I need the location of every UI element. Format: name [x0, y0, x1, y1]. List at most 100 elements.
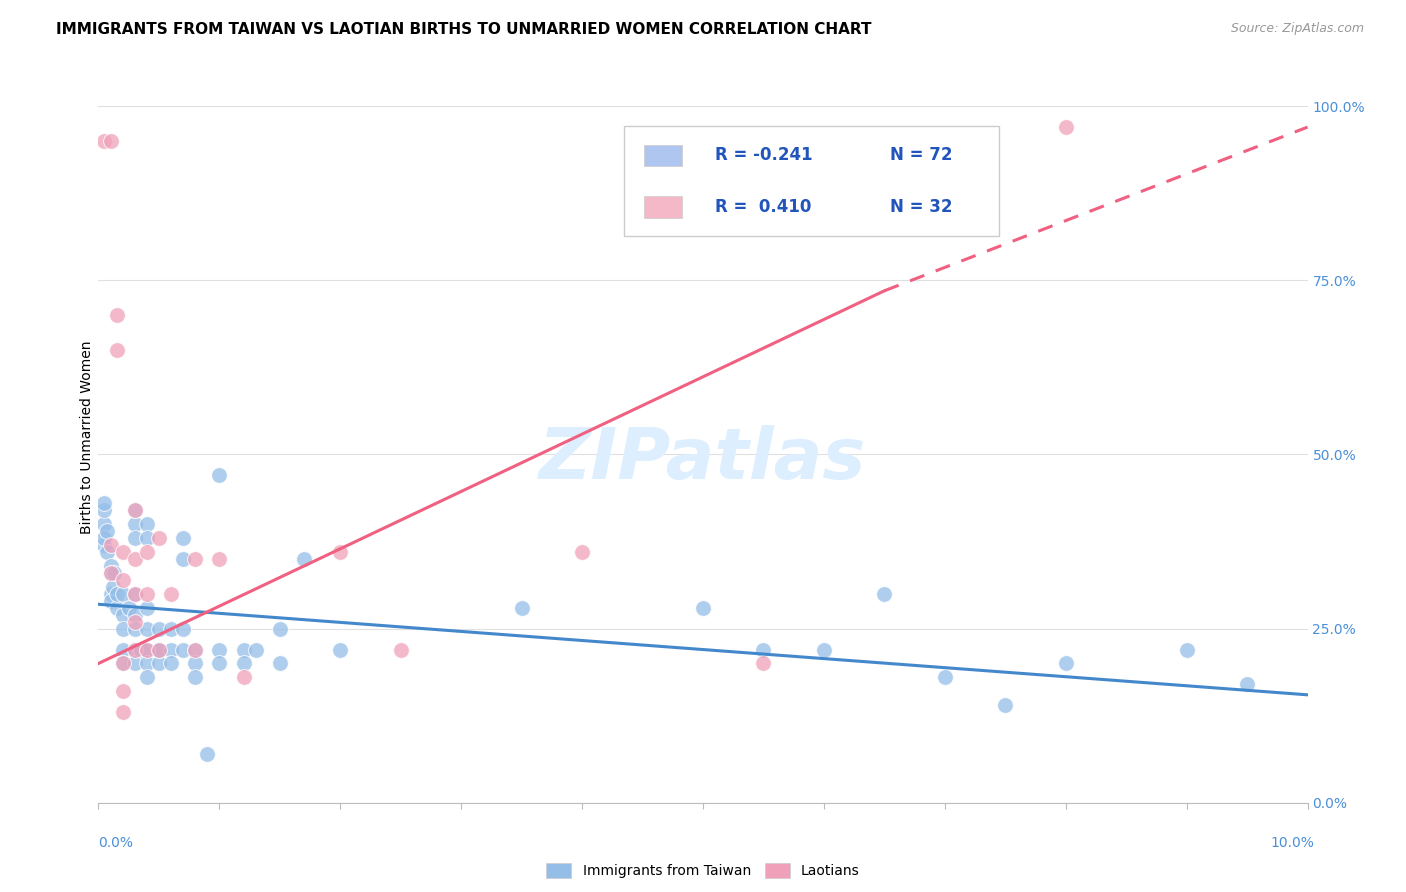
Point — [124, 587, 146, 601]
Point — [111, 642, 134, 657]
Point — [184, 552, 207, 566]
Point — [813, 642, 835, 657]
Text: 10.0%: 10.0% — [1271, 836, 1315, 850]
Point — [160, 587, 183, 601]
Point — [232, 670, 254, 684]
Point — [1054, 120, 1077, 134]
Point — [873, 587, 896, 601]
Point — [160, 657, 183, 671]
Point — [208, 552, 231, 566]
Point — [292, 552, 315, 566]
Point — [135, 670, 157, 684]
Point — [124, 503, 146, 517]
Text: R = -0.241: R = -0.241 — [716, 146, 813, 164]
Point — [124, 503, 146, 517]
Point — [172, 531, 194, 545]
Point — [135, 642, 157, 657]
Text: R =  0.410: R = 0.410 — [716, 198, 811, 216]
Text: Source: ZipAtlas.com: Source: ZipAtlas.com — [1230, 22, 1364, 36]
Point — [100, 558, 122, 573]
Point — [269, 657, 291, 671]
Point — [111, 545, 134, 559]
Point — [111, 587, 134, 601]
Text: N = 32: N = 32 — [890, 198, 953, 216]
Point — [184, 642, 207, 657]
Point — [105, 600, 128, 615]
Point — [124, 587, 146, 601]
Point — [129, 642, 152, 657]
Point — [329, 545, 352, 559]
Text: N = 72: N = 72 — [890, 146, 953, 164]
Point — [172, 622, 194, 636]
Point — [148, 642, 170, 657]
Point — [124, 615, 146, 629]
Point — [93, 134, 115, 148]
Point — [208, 657, 231, 671]
Legend: Immigrants from Taiwan, Laotians: Immigrants from Taiwan, Laotians — [541, 858, 865, 884]
Point — [184, 670, 207, 684]
Point — [148, 642, 170, 657]
Point — [118, 600, 141, 615]
Point — [124, 607, 146, 622]
Point — [135, 587, 157, 601]
Point — [148, 622, 170, 636]
Point — [148, 657, 170, 671]
Point — [135, 600, 157, 615]
Point — [510, 600, 533, 615]
Point — [195, 747, 218, 761]
Point — [124, 642, 146, 657]
Point — [208, 642, 231, 657]
Point — [135, 642, 157, 657]
Point — [105, 343, 128, 357]
FancyBboxPatch shape — [624, 126, 1000, 235]
Point — [1236, 677, 1258, 691]
Point — [1175, 642, 1198, 657]
Point — [93, 538, 115, 552]
Point — [93, 503, 115, 517]
Y-axis label: Births to Unmarried Women: Births to Unmarried Women — [80, 341, 94, 533]
Point — [571, 545, 593, 559]
Point — [93, 531, 115, 545]
Point — [100, 594, 122, 608]
Point — [124, 622, 146, 636]
Point — [135, 622, 157, 636]
Text: IMMIGRANTS FROM TAIWAN VS LAOTIAN BIRTHS TO UNMARRIED WOMEN CORRELATION CHART: IMMIGRANTS FROM TAIWAN VS LAOTIAN BIRTHS… — [56, 22, 872, 37]
Point — [124, 531, 146, 545]
Point — [135, 517, 157, 532]
Point — [105, 308, 128, 322]
Point — [111, 573, 134, 587]
Point — [172, 552, 194, 566]
Point — [184, 657, 207, 671]
Point — [934, 670, 956, 684]
Point — [752, 642, 775, 657]
Point — [994, 698, 1017, 713]
Point — [389, 642, 412, 657]
Point — [245, 642, 267, 657]
Point — [1054, 657, 1077, 671]
Point — [135, 657, 157, 671]
Point — [111, 705, 134, 719]
Point — [124, 642, 146, 657]
Point — [111, 607, 134, 622]
Point — [135, 531, 157, 545]
Text: ZIPatlas: ZIPatlas — [540, 425, 866, 493]
Point — [100, 566, 122, 580]
Point — [160, 622, 183, 636]
Point — [93, 517, 115, 532]
Point — [103, 566, 125, 580]
Point — [232, 642, 254, 657]
Point — [100, 587, 122, 601]
Point — [111, 622, 134, 636]
Point — [111, 684, 134, 698]
Point — [269, 622, 291, 636]
Point — [148, 642, 170, 657]
Point — [148, 531, 170, 545]
Point — [184, 642, 207, 657]
Point — [752, 657, 775, 671]
Point — [692, 600, 714, 615]
Point — [160, 642, 183, 657]
Point — [100, 566, 122, 580]
Point — [111, 657, 134, 671]
Point — [96, 545, 118, 559]
Point — [172, 642, 194, 657]
